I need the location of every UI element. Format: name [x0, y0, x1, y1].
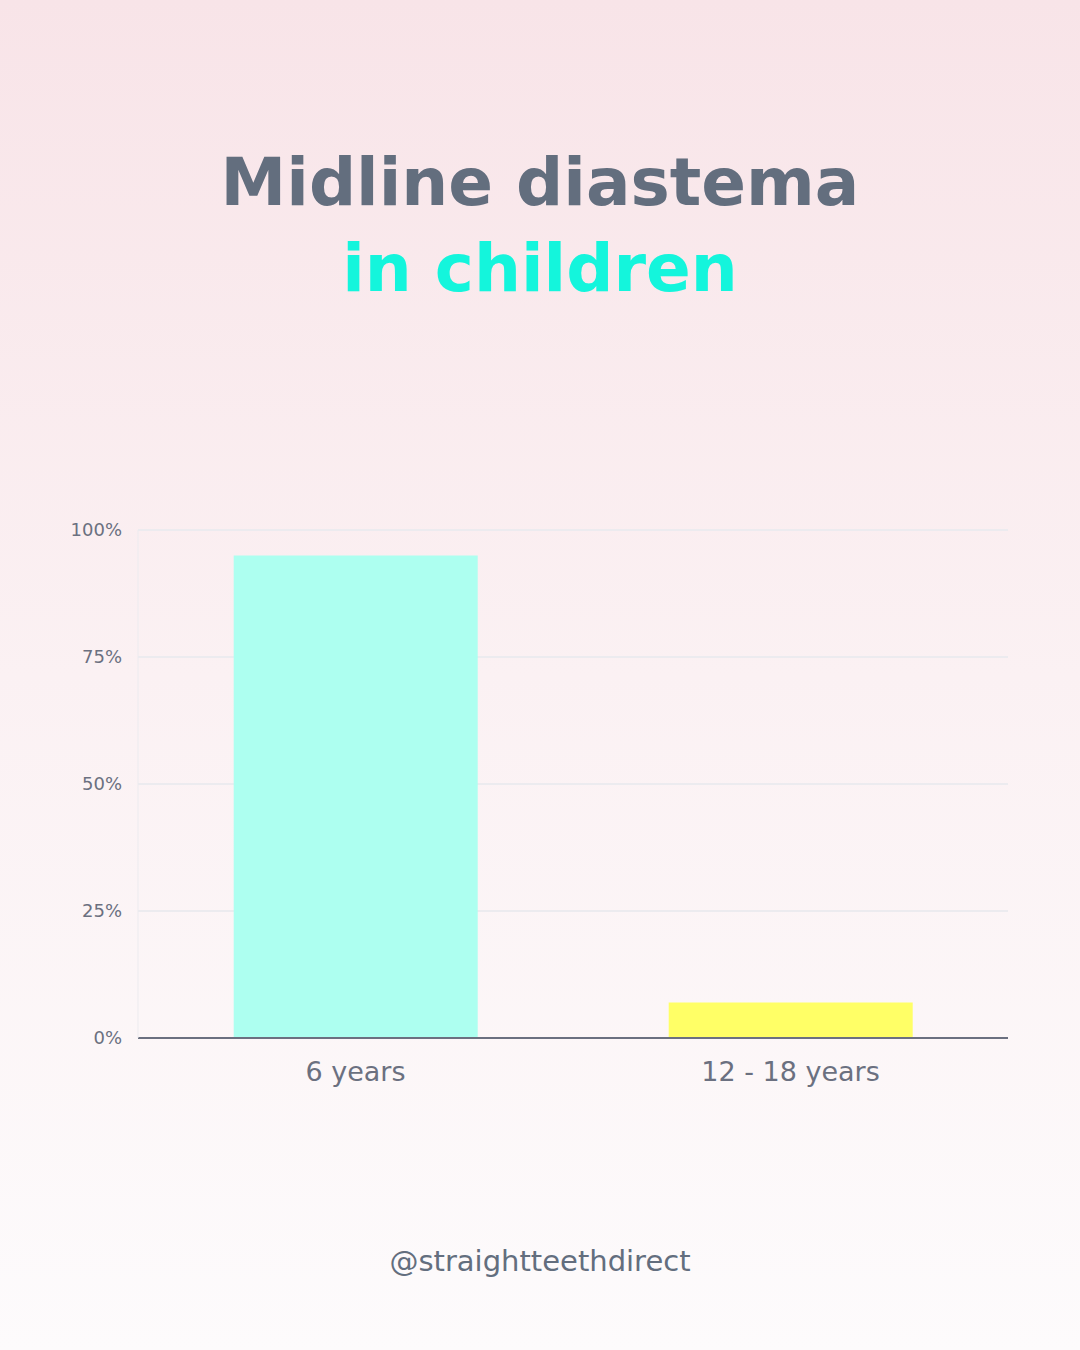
html-text:@straightteethdirect: @straightteethdirect	[389, 1244, 691, 1278]
html-text:in children: in children	[342, 230, 738, 307]
svg-text:50%: 50%	[82, 773, 122, 794]
svg-text:0%: 0%	[93, 1027, 122, 1048]
svg-text:6 years: 6 years	[305, 1056, 405, 1087]
svg-text:25%: 25%	[82, 900, 122, 921]
html-text:Midline diastema: Midline diastema	[220, 144, 860, 221]
svg-text:100%: 100%	[71, 519, 122, 540]
svg-text:75%: 75%	[82, 646, 122, 667]
svg-text:12 - 18 years: 12 - 18 years	[701, 1056, 880, 1087]
